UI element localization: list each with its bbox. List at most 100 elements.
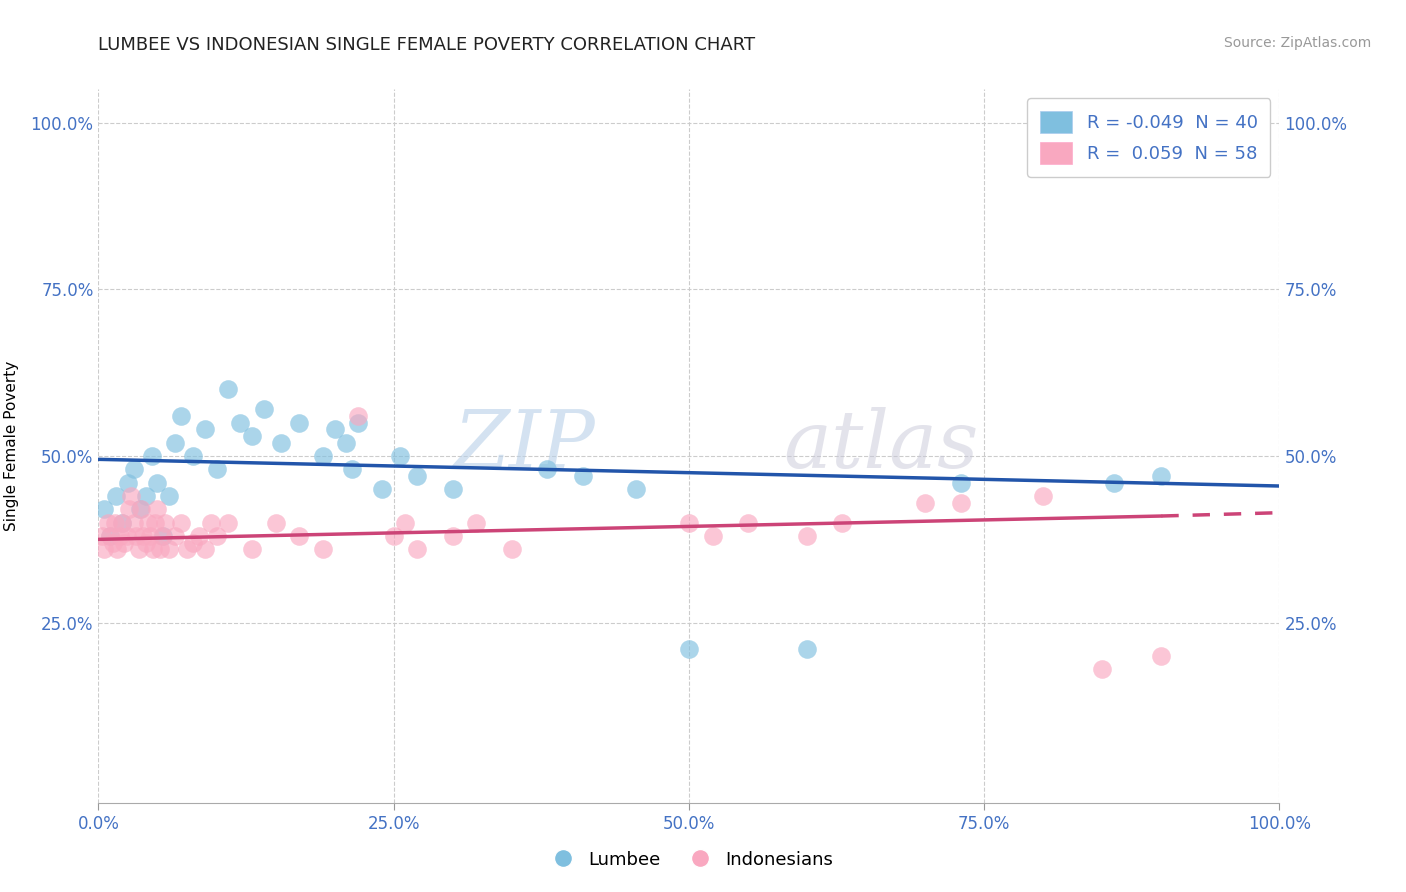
Point [153,516,176,530]
Y-axis label: Single Female Poverty: Single Female Poverty [4,361,20,531]
Point [1150,649,1173,664]
Point [406,469,429,483]
Point [122,462,145,476]
Point [394,516,416,530]
Point [288,416,311,430]
Point [737,516,759,530]
Point [117,475,139,490]
Point [264,516,287,530]
Point [1032,489,1054,503]
Point [157,542,180,557]
Point [914,496,936,510]
Point [702,529,724,543]
Point [194,542,217,557]
Point [93,502,115,516]
Text: atlas: atlas [783,408,979,484]
Point [121,489,143,503]
Point [128,502,150,516]
Point [949,496,972,510]
Point [146,502,169,516]
Point [150,529,173,543]
Point [217,382,239,396]
Point [149,542,172,557]
Point [176,542,198,557]
Point [441,483,464,497]
Point [129,502,152,516]
Point [105,542,128,557]
Point [240,429,263,443]
Point [240,542,263,557]
Point [141,449,163,463]
Point [125,529,148,543]
Point [135,535,157,549]
Point [796,529,818,543]
Point [465,516,488,530]
Point [288,529,311,543]
Point [217,516,239,530]
Point [111,516,134,530]
Point [104,516,127,530]
Point [181,535,204,549]
Point [501,542,523,557]
Point [949,475,972,490]
Text: Source: ZipAtlas.com: Source: ZipAtlas.com [1223,36,1371,50]
Point [1091,662,1114,676]
Point [678,516,700,530]
Point [108,529,131,543]
Point [270,435,292,450]
Point [122,516,145,530]
Point [406,542,429,557]
Point [181,449,204,463]
Point [111,516,134,530]
Point [93,542,115,557]
Point [157,489,180,503]
Point [118,502,141,516]
Point [229,416,252,430]
Point [128,542,150,557]
Point [142,542,165,557]
Text: LUMBEE VS INDONESIAN SINGLE FEMALE POVERTY CORRELATION CHART: LUMBEE VS INDONESIAN SINGLE FEMALE POVER… [98,36,755,54]
Point [136,516,159,530]
Point [165,435,187,450]
Text: ZIP: ZIP [453,408,595,484]
Point [678,642,700,657]
Point [253,402,276,417]
Point [112,535,135,549]
Point [132,529,155,543]
Point [105,489,128,503]
Point [347,409,370,423]
Point [205,462,228,476]
Legend: Lumbee, Indonesians: Lumbee, Indonesians [537,844,841,876]
Point [571,469,593,483]
Point [135,489,157,503]
Point [388,449,411,463]
Point [347,416,370,430]
Point [624,483,647,497]
Point [205,529,228,543]
Point [97,516,120,530]
Point [335,435,357,450]
Point [115,529,138,543]
Point [536,462,558,476]
Point [146,475,169,490]
Point [165,529,187,543]
Point [1150,469,1173,483]
Point [101,535,124,549]
Point [312,449,335,463]
Point [170,409,193,423]
Point [200,516,222,530]
Point [831,516,853,530]
Point [143,516,166,530]
Point [323,422,346,436]
Point [382,529,405,543]
Point [312,542,335,557]
Point [796,642,818,657]
Point [342,462,364,476]
Point [139,529,162,543]
Point [187,529,209,543]
Point [371,483,394,497]
Point [1102,475,1125,490]
Point [441,529,464,543]
Point [98,529,121,543]
Point [194,422,217,436]
